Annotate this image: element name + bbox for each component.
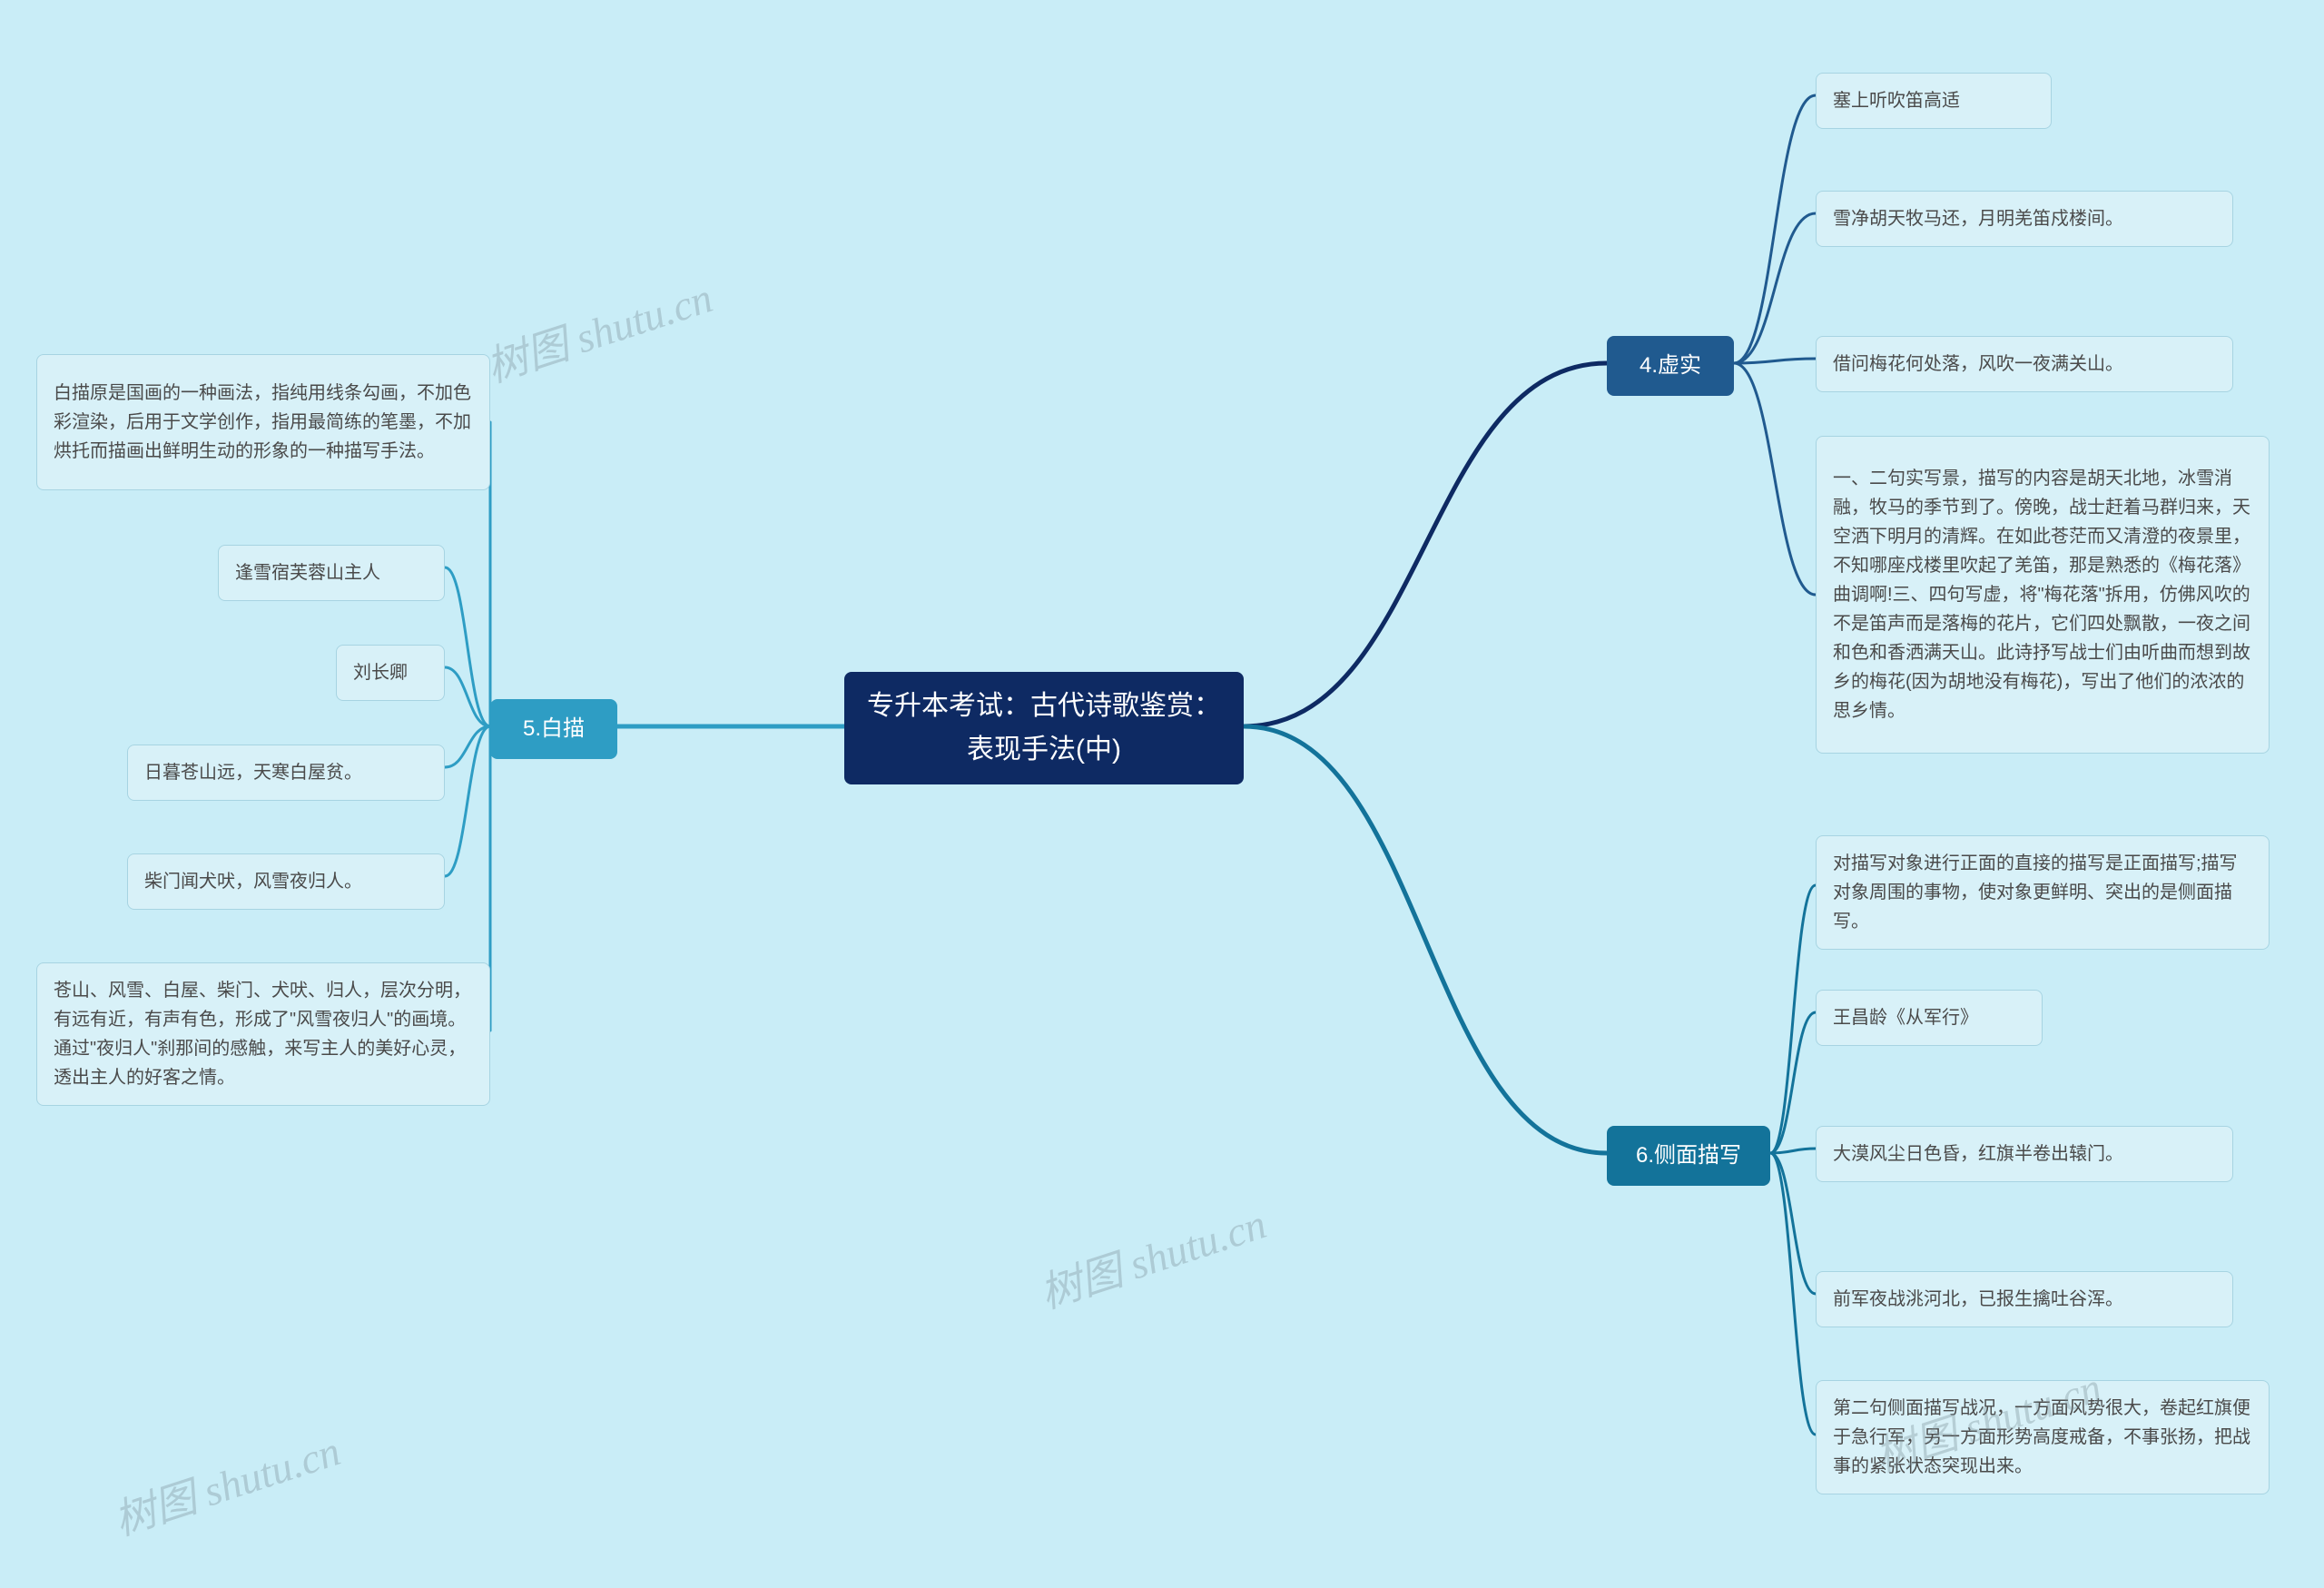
leaf-b6l4: 前军夜战洮河北，已报生擒吐谷浑。 bbox=[1816, 1271, 2233, 1327]
leaf-b4l4: 一、二句实写景，描写的内容是胡天北地，冰雪消融，牧马的季节到了。傍晚，战士赶着马… bbox=[1816, 436, 2270, 754]
leaf-b6l2-label: 王昌龄《从军行》 bbox=[1833, 1003, 1978, 1032]
leaf-b4l3-label: 借问梅花何处落，风吹一夜满关山。 bbox=[1833, 350, 2123, 379]
leaf-b5l2: 逢雪宿芙蓉山主人 bbox=[218, 545, 445, 601]
leaf-b4l2-label: 雪净胡天牧马还，月明羌笛戍楼间。 bbox=[1833, 204, 2123, 233]
leaf-b5l1-label: 白描原是国画的一种画法，指纯用线条勾画，不加色彩渲染，后用于文学创作，指用最简练… bbox=[54, 379, 473, 466]
leaf-b6l2: 王昌龄《从军行》 bbox=[1816, 990, 2043, 1046]
leaf-b5l1: 白描原是国画的一种画法，指纯用线条勾画，不加色彩渲染，后用于文学创作，指用最简练… bbox=[36, 354, 490, 490]
leaf-b4l2: 雪净胡天牧马还，月明羌笛戍楼间。 bbox=[1816, 191, 2233, 247]
branch-b5-label: 5.白描 bbox=[523, 712, 585, 746]
leaf-b5l5: 柴门闻犬吠，风雪夜归人。 bbox=[127, 853, 445, 910]
branch-b5: 5.白描 bbox=[490, 699, 617, 759]
leaf-b6l5-label: 第二句侧面描写战况，一方面风势很大，卷起红旗便于急行军，另一方面形势高度戒备，不… bbox=[1833, 1394, 2252, 1481]
leaf-b5l5-label: 柴门闻犬吠，风雪夜归人。 bbox=[144, 867, 362, 896]
branch-b6-label: 6.侧面描写 bbox=[1636, 1139, 1741, 1173]
leaf-b5l3: 刘长卿 bbox=[336, 645, 445, 701]
leaf-b6l5: 第二句侧面描写战况，一方面风势很大，卷起红旗便于急行军，另一方面形势高度戒备，不… bbox=[1816, 1380, 2270, 1494]
root-node-label: 专升本考试：古代诗歌鉴赏：表现手法(中) bbox=[861, 685, 1227, 772]
branch-b4-label: 4.虚实 bbox=[1640, 349, 1701, 383]
leaf-b6l1-label: 对描写对象进行正面的直接的描写是正面描写;描写对象周围的事物，使对象更鲜明、突出… bbox=[1833, 849, 2252, 936]
leaf-b4l1: 塞上听吹笛高适 bbox=[1816, 73, 2052, 129]
branch-b4: 4.虚实 bbox=[1607, 336, 1734, 396]
leaf-b5l4-label: 日暮苍山远，天寒白屋贫。 bbox=[144, 758, 362, 787]
leaf-b4l4-label: 一、二句实写景，描写的内容是胡天北地，冰雪消融，牧马的季节到了。傍晚，战士赶着马… bbox=[1833, 464, 2252, 725]
leaf-b5l6-label: 苍山、风雪、白屋、柴门、犬吠、归人，层次分明，有远有近，有声有色，形成了"风雪夜… bbox=[54, 976, 473, 1092]
leaf-b4l3: 借问梅花何处落，风吹一夜满关山。 bbox=[1816, 336, 2233, 392]
leaf-b5l6: 苍山、风雪、白屋、柴门、犬吠、归人，层次分明，有远有近，有声有色，形成了"风雪夜… bbox=[36, 962, 490, 1106]
leaf-b5l4: 日暮苍山远，天寒白屋贫。 bbox=[127, 745, 445, 801]
branch-b6: 6.侧面描写 bbox=[1607, 1126, 1770, 1186]
leaf-b5l2-label: 逢雪宿芙蓉山主人 bbox=[235, 558, 380, 587]
leaf-b4l1-label: 塞上听吹笛高适 bbox=[1833, 86, 1960, 115]
leaf-b5l3-label: 刘长卿 bbox=[353, 658, 408, 687]
leaf-b6l3-label: 大漠风尘日色昏，红旗半卷出辕门。 bbox=[1833, 1139, 2123, 1169]
leaf-b6l4-label: 前军夜战洮河北，已报生擒吐谷浑。 bbox=[1833, 1285, 2123, 1314]
root-node: 专升本考试：古代诗歌鉴赏：表现手法(中) bbox=[844, 672, 1244, 784]
leaf-b6l3: 大漠风尘日色昏，红旗半卷出辕门。 bbox=[1816, 1126, 2233, 1182]
leaf-b6l1: 对描写对象进行正面的直接的描写是正面描写;描写对象周围的事物，使对象更鲜明、突出… bbox=[1816, 835, 2270, 950]
